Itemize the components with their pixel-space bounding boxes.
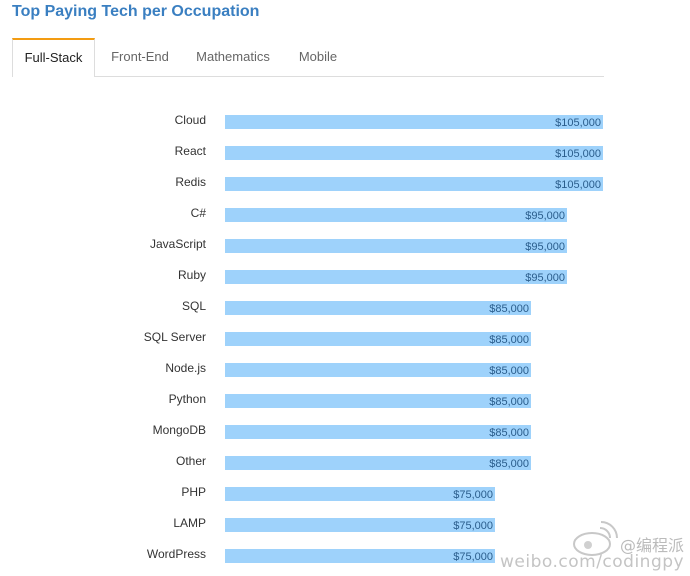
bar-python	[225, 394, 531, 408]
tab-full-stack[interactable]: Full-Stack	[12, 38, 95, 77]
tab-front-end[interactable]: Front-End	[111, 49, 169, 64]
bar-node-js	[225, 363, 531, 377]
bar-javascript	[225, 239, 567, 253]
category-label-redis: Redis	[175, 175, 206, 189]
category-label-other: Other	[176, 454, 206, 468]
value-label-c: $95,000	[525, 210, 565, 222]
value-label-node-js: $85,000	[489, 365, 529, 377]
occupation-tabs: Full-Stack Front-End Mathematics Mobile	[12, 38, 604, 77]
category-label-node-js: Node.js	[165, 361, 206, 375]
value-label-redis: $105,000	[555, 179, 601, 191]
value-label-ruby: $95,000	[525, 272, 565, 284]
category-label-mongodb: MongoDB	[153, 423, 206, 437]
category-label-lamp: LAMP	[173, 516, 206, 530]
value-label-cloud: $105,000	[555, 117, 601, 129]
bar-c	[225, 208, 567, 222]
category-label-react: React	[175, 144, 207, 158]
bar-mongodb	[225, 425, 531, 439]
value-label-other: $85,000	[489, 458, 529, 470]
bar-other	[225, 456, 531, 470]
value-label-javascript: $95,000	[525, 241, 565, 253]
watermark-handle: @编程派	[620, 536, 685, 555]
category-label-ruby: Ruby	[178, 268, 206, 282]
value-label-sql: $85,000	[489, 303, 529, 315]
value-label-react: $105,000	[555, 148, 601, 160]
bar-cloud	[225, 115, 603, 129]
value-label-python: $85,000	[489, 396, 529, 408]
tab-mobile[interactable]: Mobile	[298, 49, 338, 64]
value-label-lamp: $75,000	[453, 520, 493, 532]
value-label-mongodb: $85,000	[489, 427, 529, 439]
bar-react	[225, 146, 603, 160]
bar-sql	[225, 301, 531, 315]
category-label-sql-server: SQL Server	[144, 330, 206, 344]
category-label-wordpress: WordPress	[147, 547, 206, 561]
bar-lamp	[225, 518, 495, 532]
category-label-javascript: JavaScript	[150, 237, 207, 251]
page-title: Top Paying Tech per Occupation	[12, 3, 260, 20]
bar-php	[225, 487, 495, 501]
bar-sql-server	[225, 332, 531, 346]
watermark-url: weibo.com/codingpy	[500, 552, 685, 572]
bar-wordpress	[225, 549, 495, 563]
tab-mathematics[interactable]: Mathematics	[196, 49, 270, 64]
category-label-c: C#	[191, 206, 207, 220]
category-label-cloud: Cloud	[175, 113, 206, 127]
category-label-python: Python	[169, 392, 206, 406]
value-label-wordpress: $75,000	[453, 551, 493, 563]
category-label-sql: SQL	[182, 299, 206, 313]
bar-redis	[225, 177, 603, 191]
value-label-sql-server: $85,000	[489, 334, 529, 346]
value-label-php: $75,000	[453, 489, 493, 501]
category-label-php: PHP	[181, 485, 206, 499]
bar-ruby	[225, 270, 567, 284]
